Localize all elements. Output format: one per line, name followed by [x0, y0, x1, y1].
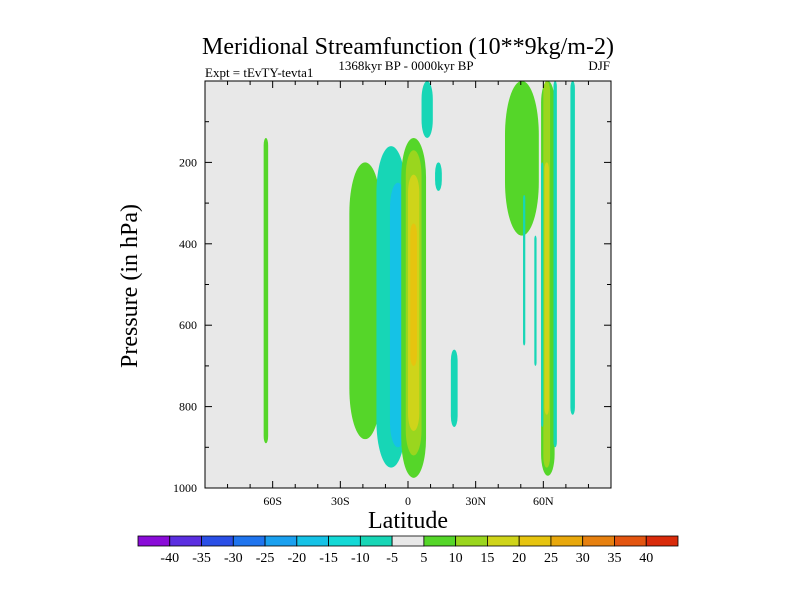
colorbar-swatch [455, 535, 488, 547]
colorbar-swatch [264, 535, 298, 547]
colorbar-label: 30 [576, 551, 590, 566]
colorbar-swatch [645, 535, 679, 547]
x-tick-label: 60N [533, 494, 554, 508]
contour-region [544, 162, 549, 415]
experiment-label: Expt = tEvTY-tevta1 [205, 65, 313, 80]
colorbar: -40 -35 -30 -25 -20 -15 -10 -5 5 10 15 20 25 30 35 40 [137, 535, 679, 566]
colorbar-swatch [232, 535, 266, 547]
colorbar-label: -5 [386, 551, 398, 566]
colorbar-label: -20 [287, 551, 306, 566]
colorbar-label: -40 [160, 551, 179, 566]
colorbar-label: 40 [639, 551, 653, 566]
plot-area: 60S 30S 0 30N 60N 200 400 600 800 1000 [173, 80, 612, 508]
colorbar-swatch [518, 535, 552, 547]
colorbar-swatch [391, 535, 425, 547]
colorbar-swatch [487, 535, 520, 547]
x-tick-label: 0 [405, 494, 411, 508]
colorbar-label: 25 [544, 551, 558, 566]
y-tick-label: 400 [179, 237, 197, 251]
colorbar-label: -25 [256, 551, 275, 566]
contour-region [421, 81, 433, 138]
chart-title: Meridional Streamfunction (10**9kg/m-2) [202, 34, 614, 60]
contour-region [534, 235, 537, 366]
colorbar-swatch [328, 535, 361, 547]
contour-region [504, 81, 539, 236]
colorbar-swatch [296, 535, 329, 547]
colorbar-label: 10 [449, 551, 463, 566]
y-axis-label: Pressure (in hPa) [117, 204, 143, 368]
colorbar-swatch [582, 535, 615, 547]
contour-region [450, 349, 458, 427]
axis-ticks: 60S 30S 0 30N 60N 200 400 600 800 1000 [173, 81, 611, 508]
colorbar-label: -15 [319, 551, 338, 566]
x-tick-label: 60S [263, 494, 282, 508]
colorbar-swatch [137, 535, 171, 547]
colorbar-swatch [201, 535, 234, 547]
contour-region [410, 223, 418, 366]
colorbar-label: -10 [351, 551, 370, 566]
colorbar-label: 20 [512, 551, 526, 566]
y-tick-label: 600 [179, 318, 197, 332]
colorbar-label: 35 [607, 551, 621, 566]
contour-region [570, 81, 575, 415]
x-tick-label: 30N [465, 494, 486, 508]
colorbar-swatch [169, 535, 202, 547]
colorbar-swatch [614, 535, 647, 547]
y-tick-label: 800 [179, 400, 197, 414]
contour-region [435, 162, 442, 191]
colorbar-swatch [359, 535, 393, 547]
colorbar-swatch [550, 535, 584, 547]
season-label: DJF [588, 58, 610, 73]
colorbar-swatch [423, 535, 457, 547]
x-axis-label: Latitude [368, 508, 448, 534]
contour-region [263, 137, 269, 444]
contour-region [523, 194, 526, 346]
colorbar-label: -35 [192, 551, 211, 566]
y-tick-label: 200 [179, 155, 197, 169]
y-tick-label: 1000 [173, 481, 197, 495]
colorbar-label: 15 [480, 551, 494, 566]
colorbar-label: -30 [224, 551, 243, 566]
contour-region [349, 162, 381, 440]
colorbar-label: 5 [420, 551, 427, 566]
period-label: 1368kyr BP - 0000kyr BP [338, 58, 473, 73]
contour-region [553, 81, 557, 448]
x-tick-label: 30S [331, 494, 350, 508]
contour-regions [263, 81, 575, 478]
contour-region [541, 162, 544, 427]
